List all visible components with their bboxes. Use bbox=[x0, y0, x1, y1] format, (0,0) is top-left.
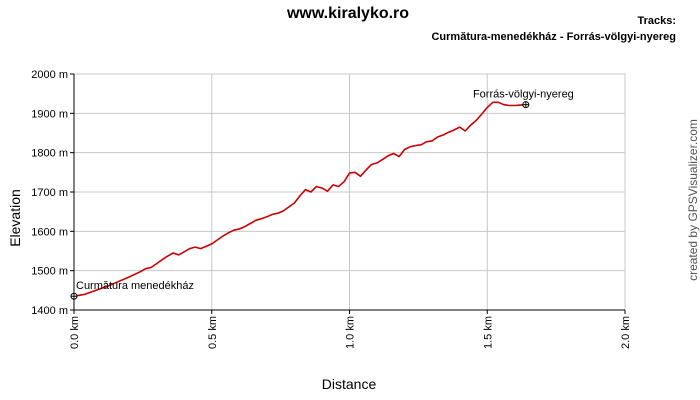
waypoint-label: Curmătura menedékház bbox=[76, 280, 194, 292]
series-layer bbox=[73, 101, 526, 297]
y-tick-label: 1700 m bbox=[31, 187, 68, 199]
y-tick-label: 1500 m bbox=[31, 266, 68, 278]
x-tick-label: 1.0 km bbox=[345, 316, 357, 349]
tracks-heading: Tracks: bbox=[637, 15, 676, 27]
y-tick-label: 2000 m bbox=[31, 69, 68, 81]
x-axis-ticks: 0.0 km 0.5 km 1.0 km 1.5 km 2.0 km bbox=[69, 310, 632, 349]
x-tick-label: 2.0 km bbox=[620, 316, 632, 349]
y-tick-label: 1800 m bbox=[31, 148, 68, 160]
x-tick-label: 1.5 km bbox=[482, 316, 494, 349]
x-tick-label: 0.0 km bbox=[69, 316, 81, 349]
x-tick-label: 0.5 km bbox=[207, 316, 219, 349]
y-tick-label: 1400 m bbox=[31, 305, 68, 317]
site-title: www.kiralyko.ro bbox=[286, 5, 409, 22]
track-name-label: Curmătura-menedékház - Forrás-völgyi-nye… bbox=[431, 31, 676, 43]
credit-text: created by GPSVisualizer.com bbox=[686, 119, 700, 281]
y-tick-label: 1600 m bbox=[31, 226, 68, 238]
grid-lines bbox=[74, 73, 626, 310]
y-tick-label: 1900 m bbox=[31, 108, 68, 120]
elevation-profile-line bbox=[73, 101, 526, 297]
y-axis-ticks: 1400 m 1500 m 1600 m 1700 m 1800 m 1900 m 2000… bbox=[31, 69, 74, 317]
waypoint-layer: Curmătura menedékház Forrás-völgyi-nyereg bbox=[70, 89, 574, 300]
y-axis-title: Elevation bbox=[7, 189, 23, 247]
x-axis-title: Distance bbox=[322, 376, 377, 392]
waypoint-label: Forrás-völgyi-nyereg bbox=[473, 89, 574, 101]
